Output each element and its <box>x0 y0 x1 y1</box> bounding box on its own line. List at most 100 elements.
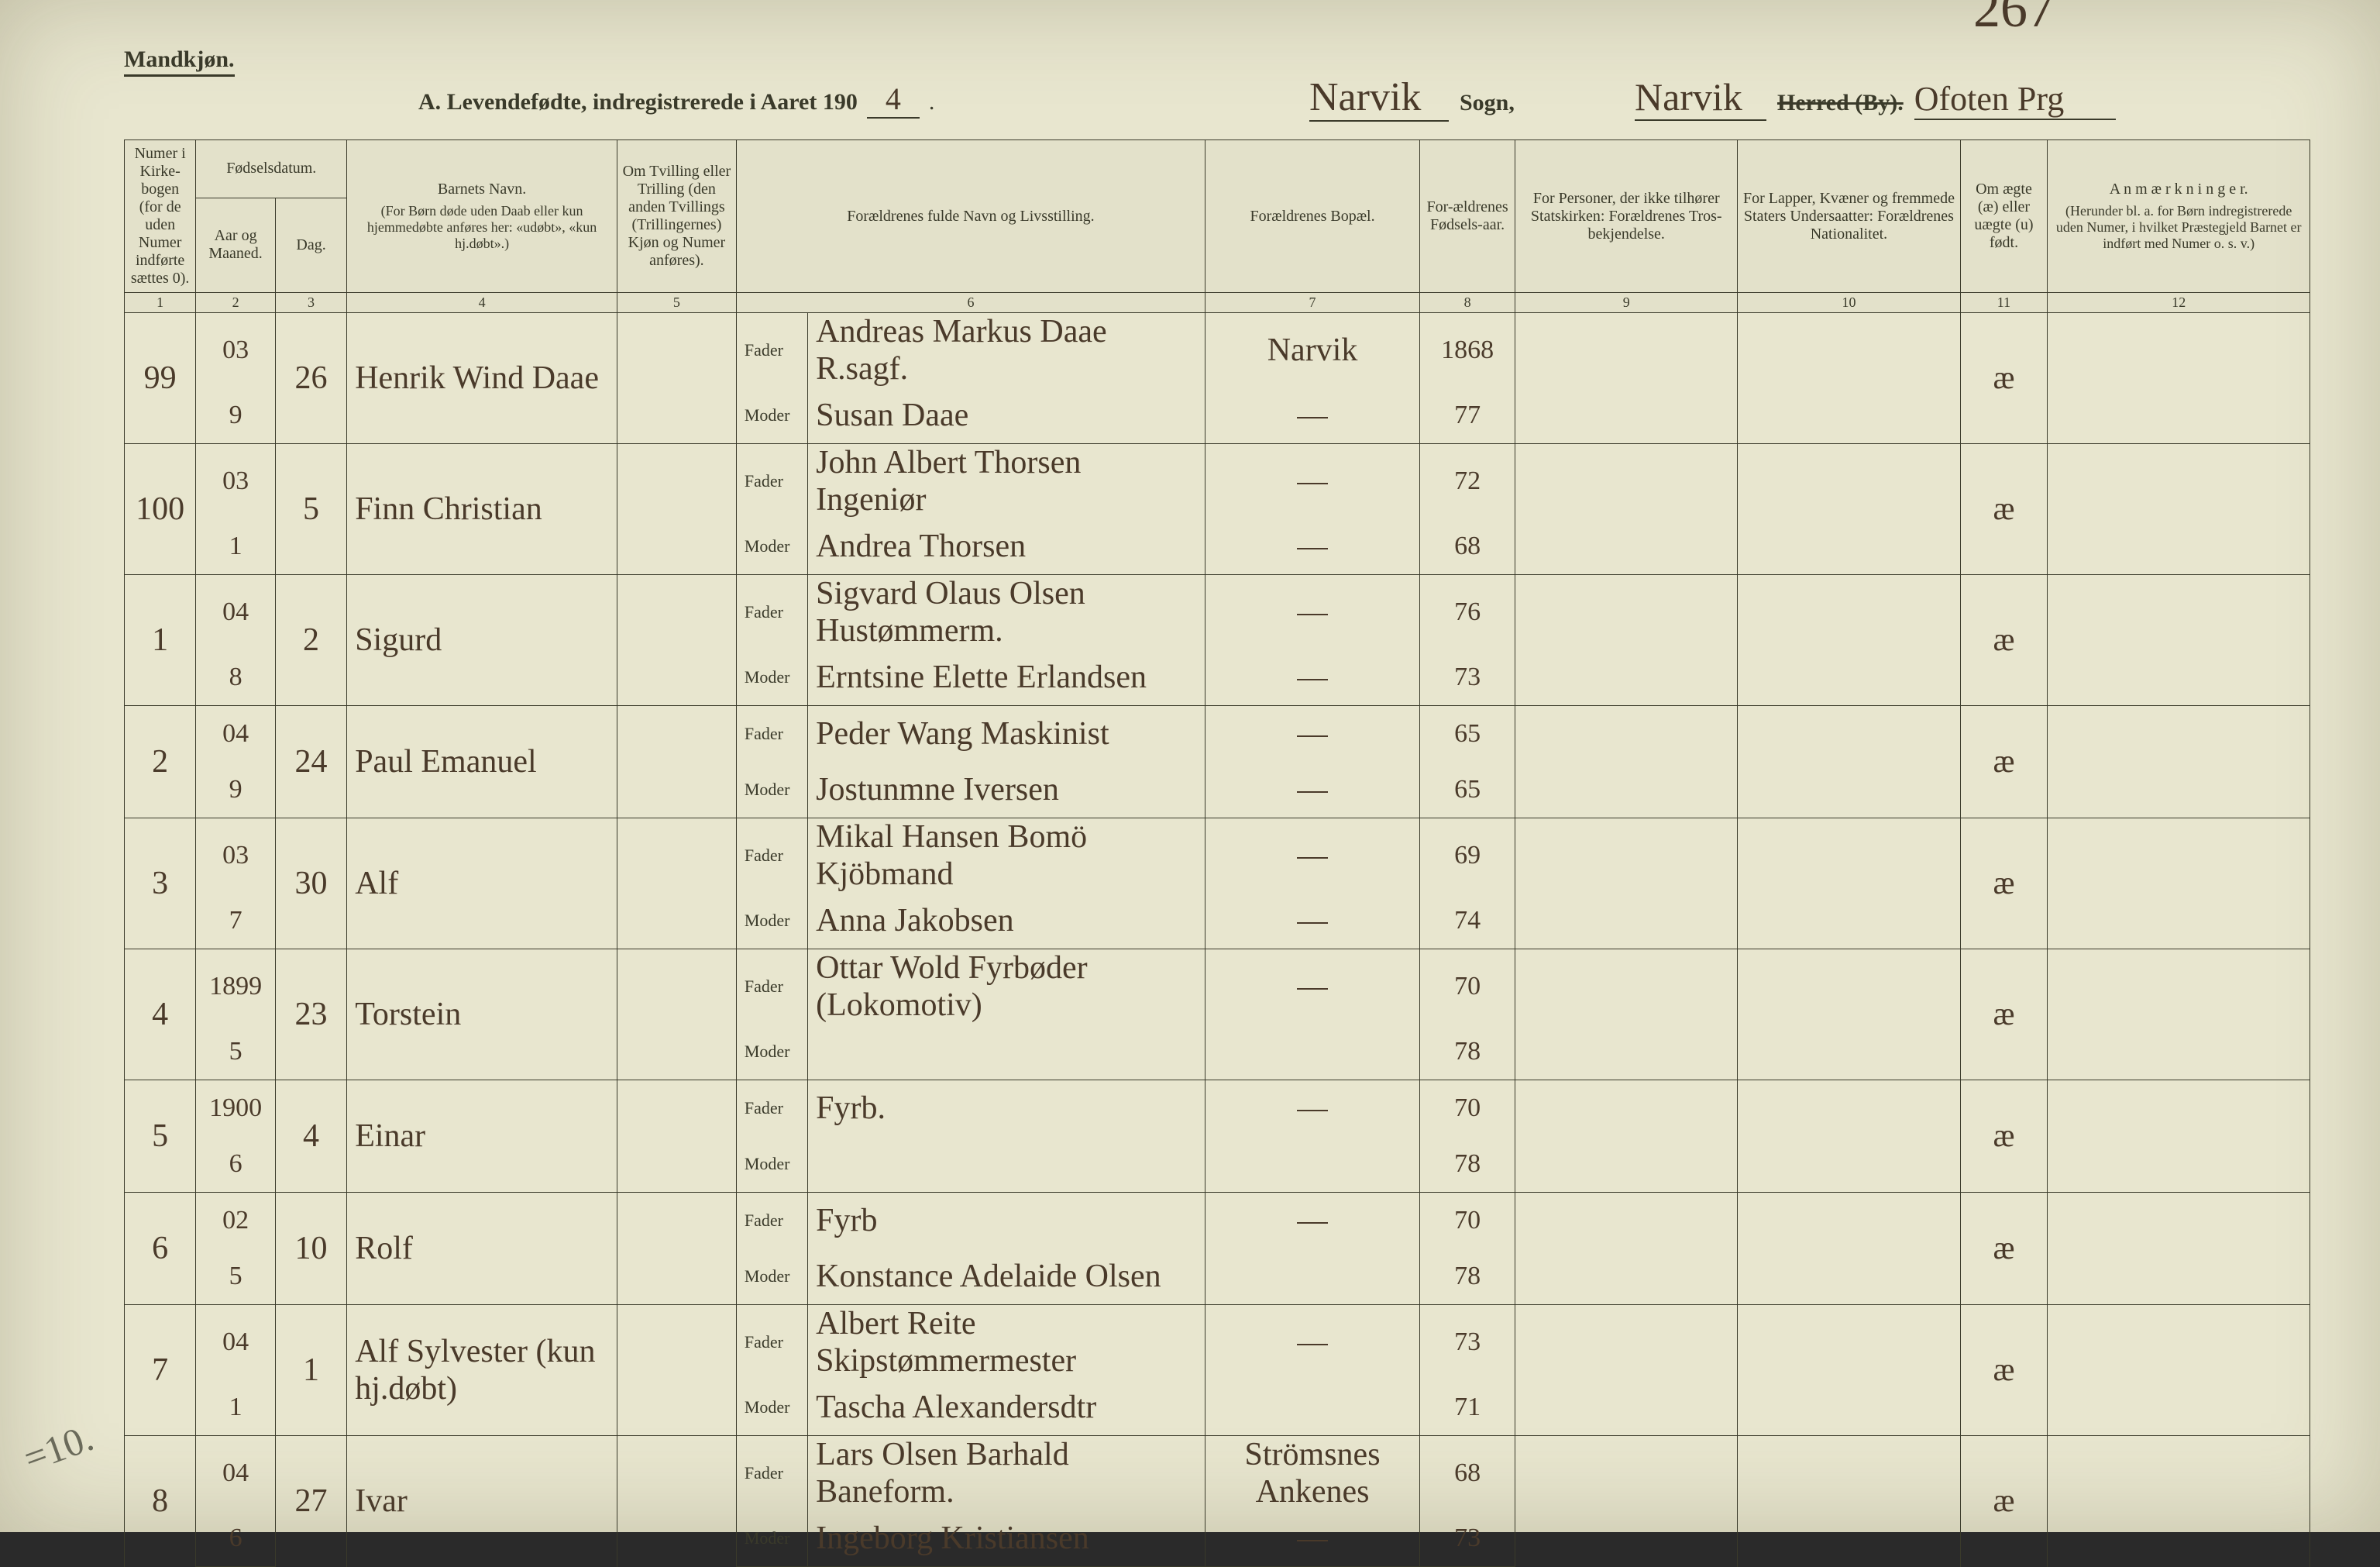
cell-faar: 70 <box>1420 1193 1515 1249</box>
col-4-header: Barnets Navn. (For Børn døde uden Daab e… <box>347 140 617 293</box>
header-bar: Mandkjøn. A. Levendefødte, indregistrere… <box>124 46 2310 139</box>
herred-label: Herred (By). <box>1777 90 1904 116</box>
cell-child-name: Henrik Wind Daae <box>347 313 617 444</box>
cell-moder-name: Anna Jakobsen <box>808 893 1205 949</box>
cell-child-name: Ivar <box>347 1436 617 1567</box>
col-10-header: For Lapper, Kvæner og fremmede Staters U… <box>1738 140 1960 293</box>
cell-twin <box>617 1080 736 1193</box>
cell-tros <box>1515 575 1738 706</box>
cell-moder-label: Moder <box>736 1024 807 1080</box>
cell-bopel-f <box>1205 1193 1420 1249</box>
cell-twin <box>617 1193 736 1305</box>
margin-note: =10. <box>18 1414 99 1481</box>
col-1-header: Numer i Kirke-bogen (for de uden Numer i… <box>125 140 196 293</box>
cell-anm <box>2048 1436 2310 1567</box>
cell-twin <box>617 818 736 949</box>
cell-anm <box>2048 949 2310 1080</box>
cell-bopel-f <box>1205 1305 1420 1380</box>
col-3-header: Dag. <box>275 198 346 292</box>
cell-aegte: æ <box>1960 313 2048 444</box>
cell-month: 6 <box>196 1136 276 1193</box>
cell-day: 27 <box>275 1436 346 1567</box>
cell-moder-label: Moder <box>736 762 807 818</box>
cell-month: 5 <box>196 1248 276 1305</box>
cell-fader-name: Ottar Wold Fyrbøder (Lokomotiv) <box>808 949 1205 1025</box>
cell-tros <box>1515 818 1738 949</box>
col-4-title: Barnets Navn. <box>352 181 612 198</box>
table-row: 20424Paul EmanuelFaderPeder Wang Maskini… <box>125 706 2310 763</box>
cell-day: 5 <box>275 444 346 575</box>
cell-nat <box>1738 706 1960 818</box>
cell-moder-name: Andrea Thorsen <box>808 518 1205 575</box>
col-2-header: Aar og Maaned. <box>196 198 276 292</box>
cell-bopel-m <box>1205 1136 1420 1193</box>
cell-year: 04 <box>196 1436 276 1511</box>
col-6-header: Forældrenes fulde Navn og Livsstilling. <box>736 140 1205 293</box>
cell-bopel-f <box>1205 444 1420 519</box>
cell-faar: 68 <box>1420 1436 1515 1511</box>
cell-faar: 72 <box>1420 444 1515 519</box>
cell-year: 03 <box>196 444 276 519</box>
cell-month: 9 <box>196 762 276 818</box>
cell-moder-label: Moder <box>736 649 807 706</box>
cell-month: 1 <box>196 1379 276 1436</box>
cell-anm <box>2048 1193 2310 1305</box>
cell-fader-label: Fader <box>736 1193 807 1249</box>
cell-nat <box>1738 1080 1960 1193</box>
cell-fader-name: Peder Wang Maskinist <box>808 706 1205 763</box>
cell-bopel-f <box>1205 575 1420 650</box>
cell-bopel-m <box>1205 1379 1420 1436</box>
cell-anm <box>2048 575 2310 706</box>
table-row: 60210RolfFaderFyrb70æ <box>125 1193 2310 1249</box>
cell-anm <box>2048 313 2310 444</box>
cell-child-name: Finn Christian <box>347 444 617 575</box>
cell-month: 1 <box>196 518 276 575</box>
table-row: 1042SigurdFaderSigvard Olaus Olsen Hustø… <box>125 575 2310 650</box>
colnum: 5 <box>617 293 736 313</box>
cell-tros <box>1515 313 1738 444</box>
cell-aegte: æ <box>1960 949 2048 1080</box>
table-row: 80427IvarFaderLars Olsen Barhald Banefor… <box>125 1436 2310 1511</box>
table-row: 7041Alf Sylvester (kun hj.døbt)FaderAlbe… <box>125 1305 2310 1380</box>
cell-fader-name: John Albert Thorsen Ingeniør <box>808 444 1205 519</box>
cell-month: 8 <box>196 649 276 706</box>
cell-fader-label: Fader <box>736 313 807 388</box>
cell-tros <box>1515 444 1738 575</box>
table-head: Numer i Kirke-bogen (for de uden Numer i… <box>125 140 2310 313</box>
cell-fader-label: Fader <box>736 949 807 1025</box>
cell-bopel-f <box>1205 706 1420 763</box>
cell-aegte: æ <box>1960 706 2048 818</box>
cell-fader-label: Fader <box>736 444 807 519</box>
cell-anm <box>2048 444 2310 575</box>
cell-bopel-f: Narvik <box>1205 313 1420 388</box>
col-7-header: Forældrenes Bopæl. <box>1205 140 1420 293</box>
cell-moder-name <box>808 1136 1205 1193</box>
colnum: 7 <box>1205 293 1420 313</box>
cell-day: 26 <box>275 313 346 444</box>
cell-bopel-f <box>1205 949 1420 1025</box>
cell-day: 10 <box>275 1193 346 1305</box>
herred-group: Narvik Herred (By). Ofoten Prg <box>1635 74 2116 121</box>
cell-day: 1 <box>275 1305 346 1436</box>
cell-faar: 70 <box>1420 949 1515 1025</box>
cell-nat <box>1738 949 1960 1080</box>
cell-month: 7 <box>196 893 276 949</box>
cell-moder-name: Konstance Adelaide Olsen <box>808 1248 1205 1305</box>
cell-bopel-f <box>1205 1080 1420 1137</box>
cell-bopel-f: Strömsnes Ankenes <box>1205 1436 1420 1511</box>
cell-maar: 71 <box>1420 1379 1515 1436</box>
cell-nat <box>1738 818 1960 949</box>
cell-moder-label: Moder <box>736 893 807 949</box>
cell-child-name: Sigurd <box>347 575 617 706</box>
gender-heading: Mandkjøn. <box>124 46 235 77</box>
cell-twin <box>617 1305 736 1436</box>
cell-aegte: æ <box>1960 1305 2048 1436</box>
cell-fader-name: Mikal Hansen Bomö Kjöbmand <box>808 818 1205 894</box>
cell-faar: 73 <box>1420 1305 1515 1380</box>
colnum: 2 <box>196 293 276 313</box>
cell-fader-label: Fader <box>736 1080 807 1137</box>
table-row: 30330AlfFaderMikal Hansen Bomö Kjöbmand6… <box>125 818 2310 894</box>
page-number-handwritten: 267 <box>1973 0 2055 40</box>
cell-bopel-m <box>1205 1248 1420 1305</box>
cell-tros <box>1515 706 1738 818</box>
